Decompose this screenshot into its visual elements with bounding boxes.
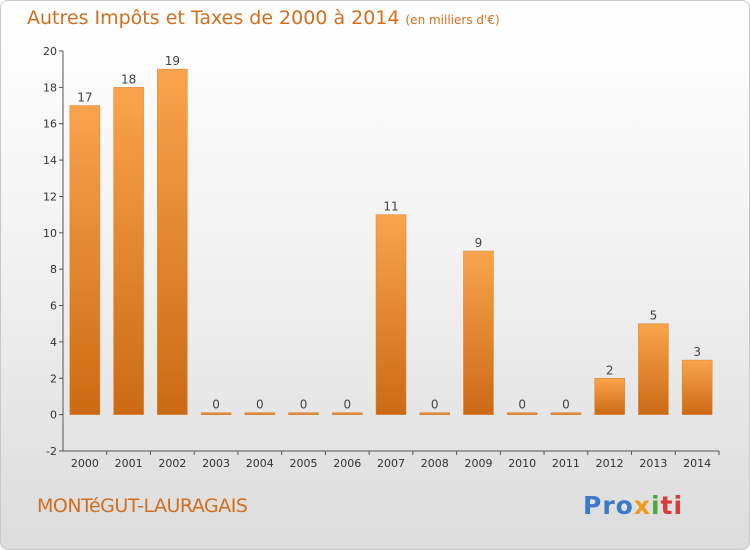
logo-part-1: Pro [583,491,634,520]
data-label: 5 [650,309,658,323]
chart-title-text: Autres Impôts et Taxes de 2000 à 2014 [27,7,400,29]
data-label: 0 [300,398,308,412]
y-tick-label: 4 [50,336,57,349]
bar [157,68,188,415]
x-tick-label: 2011 [552,457,580,470]
data-label: 11 [383,200,398,214]
data-label: 0 [212,398,220,412]
y-tick-label: 18 [43,81,57,94]
y-tick-label: 10 [43,227,57,240]
y-tick-label: 12 [43,190,57,203]
data-label: 2 [606,363,614,377]
bar [69,105,101,415]
x-tick-label: 2001 [115,457,143,470]
bar [200,412,232,415]
data-label: 0 [343,398,351,412]
data-label: 17 [77,91,92,105]
bar [113,87,144,415]
y-tick-label: 14 [43,154,57,167]
x-tick-label: 2005 [290,457,318,470]
unit-note: (en milliers d'€) [405,13,500,27]
chart-title: Autres Impôts et Taxes de 2000 à 2014 (en… [27,7,500,29]
x-tick-label: 2013 [639,457,667,470]
x-tick-label: 2004 [246,457,274,470]
x-tick-label: 2007 [377,457,405,470]
data-label: 0 [256,398,264,412]
logo-part-4: ti [660,491,684,520]
y-tick-label: 2 [50,372,57,385]
x-tick-label: 2008 [421,457,449,470]
data-label: 0 [562,398,570,412]
y-tick-label: 6 [50,300,57,313]
x-tick-label: 2009 [464,457,492,470]
data-label: 9 [475,236,483,250]
x-tick-label: 2006 [333,457,361,470]
bar [638,323,669,415]
data-label: 19 [165,54,180,68]
bars [69,68,713,415]
x-tick-label: 2010 [508,457,536,470]
bar [550,412,582,415]
x-tick-label: 2002 [158,457,186,470]
y-tick-label: -2 [46,445,57,458]
x-tick-label: 2003 [202,457,230,470]
x-tick-label: 2012 [596,457,624,470]
commune-name: MONTéGUT-LAURAGAIS [37,495,248,517]
x-tick-label: 2000 [71,457,99,470]
bar [506,412,538,415]
bar [594,378,625,415]
y-tick-label: 20 [43,45,57,58]
y-tick-label: 16 [43,118,57,131]
bar [419,412,450,415]
data-label: 3 [693,345,701,359]
data-label: 18 [121,72,136,86]
bar [681,359,713,415]
bar [244,412,276,415]
data-label: 0 [431,398,439,412]
bar [375,214,407,415]
bar [288,412,319,415]
y-tick-label: 0 [50,409,57,422]
proxiti-logo: Proxiti [583,491,683,520]
x-tick-label: 2014 [683,457,711,470]
data-labels: 17 18 19 0 0 0 0 11 0 9 0 0 2 5 3 [77,54,701,411]
bar [332,412,363,415]
bar [463,250,494,415]
logo-part-2: x [633,491,651,520]
data-label: 0 [518,398,526,412]
logo-part-3: i [650,491,661,520]
y-tick-label: 8 [50,263,57,276]
